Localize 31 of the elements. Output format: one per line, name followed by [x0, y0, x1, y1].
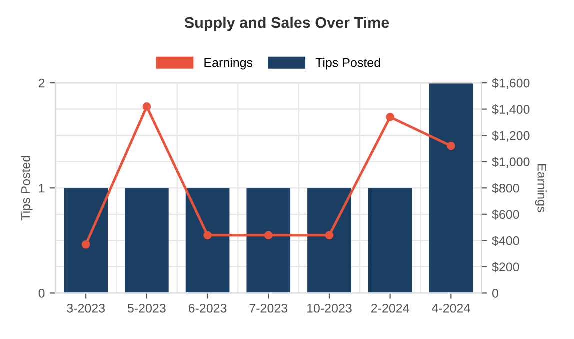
point: [82, 240, 90, 249]
y2-tick-label: $800: [492, 183, 520, 194]
y2-tick-label: $1,200: [492, 130, 530, 142]
y-tick-label: 1: [39, 184, 45, 193]
x-tick-label: 6-2023: [188, 304, 227, 313]
y2-tick-label: $1,000: [492, 157, 530, 168]
y-axis-title: Tips Posted: [21, 156, 33, 221]
point: [204, 231, 212, 240]
y2-tick-label: $600: [492, 210, 520, 220]
y2-tick-label: $400: [492, 236, 520, 246]
x-tick-label: 5-2023: [128, 304, 166, 313]
legend-label: Tips Posted: [316, 58, 380, 70]
y2-tick-label: $1,600: [492, 78, 530, 90]
chart-title: Supply and Sales Over Time: [184, 16, 390, 32]
point: [386, 113, 394, 122]
y-tick-label: 2: [38, 78, 45, 88]
legend-label: Earnings: [204, 58, 253, 70]
x-tick-label: 3-2023: [67, 304, 106, 313]
point: [446, 142, 456, 150]
x-tick-label: 2-2024: [371, 304, 410, 313]
y2-tick-label: 0: [492, 289, 498, 298]
y2-tick-label: $200: [492, 262, 520, 272]
x-tick-label: 10-2023: [307, 304, 352, 313]
point: [264, 231, 273, 240]
y2-axis-title: Earnings: [535, 164, 547, 212]
point: [325, 231, 334, 240]
x-tick-label: 4-2024: [432, 304, 470, 313]
y-tick-label: 0: [38, 289, 45, 298]
x-tick-label: 7-2023: [250, 304, 288, 313]
point: [142, 102, 152, 111]
y2-tick-label: $1,400: [492, 104, 530, 116]
